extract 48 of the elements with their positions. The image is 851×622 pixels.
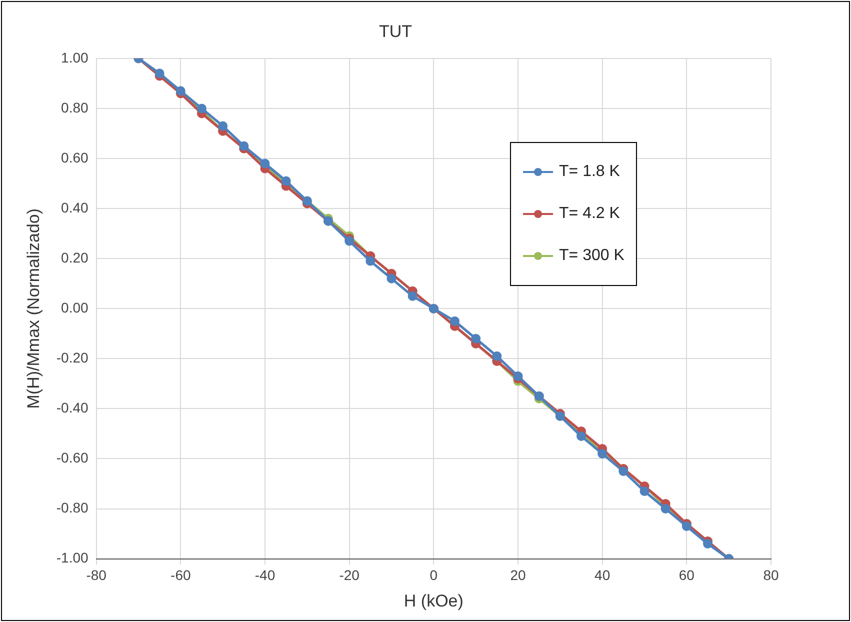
y-tick-label: -0.40 — [56, 400, 89, 416]
y-tick-label: -0.60 — [56, 450, 89, 466]
y-tick-label: -1.00 — [56, 550, 89, 566]
x-tick-label: -20 — [339, 567, 360, 584]
y-tick-label: 0.20 — [61, 249, 89, 266]
point — [598, 448, 608, 458]
point — [176, 86, 186, 96]
point — [513, 371, 523, 381]
y-axis-title: M(H)/Mmax (Normalizado) — [24, 208, 43, 409]
point — [218, 121, 228, 131]
point — [344, 236, 354, 246]
point — [239, 141, 249, 151]
chart-title: TUT — [378, 22, 412, 41]
x-tick-label: 0 — [430, 567, 438, 584]
legend-label: T= 4.2 K — [559, 205, 620, 223]
x-tick-label: -60 — [170, 567, 191, 584]
point — [660, 504, 670, 514]
point — [471, 334, 481, 344]
point — [682, 522, 692, 532]
legend-label: T= 300 K — [559, 247, 624, 265]
point — [408, 291, 418, 301]
point — [618, 466, 628, 476]
point — [492, 351, 502, 361]
y-tick-label: 1.00 — [61, 49, 89, 66]
point — [450, 316, 460, 326]
y-tick-label: 0.80 — [61, 99, 89, 116]
point — [576, 431, 586, 441]
x-tick-label: -80 — [86, 567, 107, 584]
point — [703, 539, 712, 549]
point — [366, 256, 376, 266]
x-tick-label: 60 — [678, 567, 695, 584]
point — [154, 68, 164, 78]
point — [196, 104, 206, 114]
x-axis-title: H (kOe) — [404, 591, 464, 610]
y-tick-label: 0.00 — [61, 299, 89, 316]
legend-label: T= 1.8 K — [559, 163, 620, 181]
y-tick-label: 0.40 — [61, 199, 89, 216]
x-tick-label: -40 — [254, 567, 276, 584]
point — [281, 176, 291, 186]
x-tick-label: 80 — [763, 567, 779, 584]
y-tick-label: 0.60 — [61, 149, 89, 166]
y-tick-label: -0.20 — [56, 350, 89, 366]
point — [386, 274, 396, 284]
y-tick-label: -0.80 — [56, 500, 89, 516]
point — [640, 486, 650, 496]
x-tick-label: 20 — [510, 567, 526, 584]
point — [260, 158, 270, 168]
x-tick-label: 40 — [594, 567, 610, 584]
